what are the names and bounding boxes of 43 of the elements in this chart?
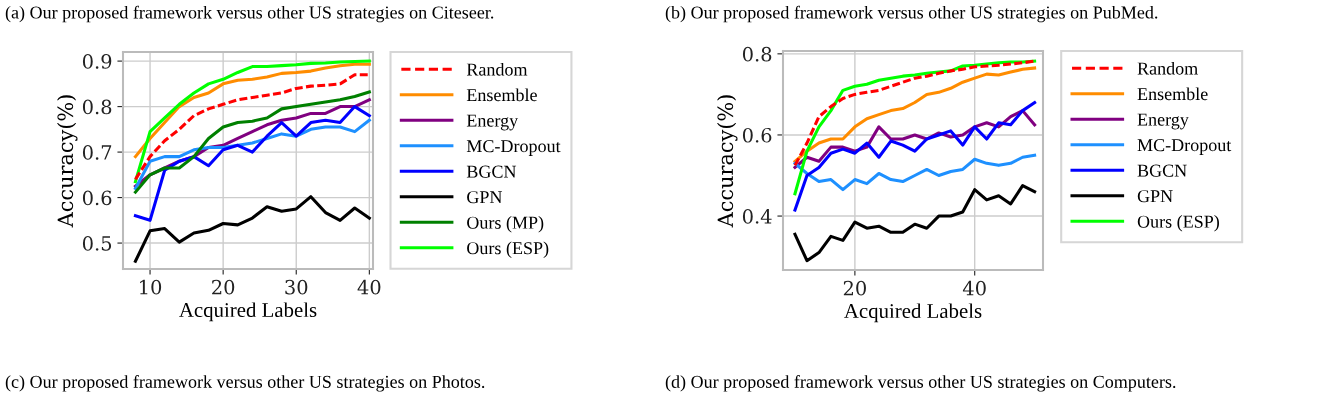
- legend-label: Ensemble: [1137, 87, 1208, 101]
- legend-label: Ensemble: [466, 88, 537, 102]
- x-tick-label: 30: [285, 279, 308, 295]
- y-tick-label: 0.9: [82, 54, 112, 69]
- y-tick-label: 0.6: [742, 127, 772, 143]
- x-axis-title: Acquired Labels: [179, 302, 317, 322]
- text: (d) Our proposed framework versus other US strategies on Computers.: [665, 375, 1176, 392]
- x-tick-label: 10: [140, 279, 162, 295]
- line-series: [133, 195, 371, 263]
- x-axis-title: Acquired Labels: [844, 303, 982, 323]
- legend-label: MC-Dropout: [466, 140, 561, 156]
- legend-label: Energy: [466, 114, 519, 131]
- legend-label: GPN: [1137, 190, 1173, 203]
- legend-label: MC-Dropout: [1137, 139, 1232, 155]
- legend-label: BGCN: [1137, 164, 1187, 177]
- legend-label: Energy: [1137, 113, 1189, 130]
- chart-title: (a) Our proposed framework versus other US strategies on Citeseer.: [5, 5, 494, 23]
- y-tick-label: 0.7: [82, 145, 112, 160]
- y-tick-label: 0.5: [82, 236, 112, 251]
- line-series: [133, 105, 371, 222]
- legend-label: Ours (MP): [467, 216, 544, 233]
- y-axis-title: Accuracy(%): [717, 95, 738, 228]
- y-tick-label: 0.8: [742, 46, 772, 62]
- chart-title: (b) Our proposed framework versus other US strategies on PubMed.: [665, 5, 1158, 23]
- line-series: [133, 62, 371, 159]
- y-axis-title: Accuracy(%): [57, 95, 78, 228]
- y-tick-label: 0.4: [742, 209, 772, 224]
- legend-label: Ours (ESP): [1137, 215, 1219, 232]
- y-tick-label: 0.8: [82, 99, 112, 115]
- line-series: [793, 153, 1037, 192]
- y-tick-label: 0.6: [82, 190, 112, 206]
- x-tick-label: 40: [357, 279, 381, 295]
- text: (c) Our proposed framework versus other US strategies on Photos.: [5, 375, 485, 392]
- legend-label: Random: [1137, 61, 1198, 75]
- legend-label: GPN: [467, 191, 503, 204]
- legend-label: Ours (ESP): [467, 241, 549, 258]
- legend-label: Random: [466, 62, 528, 76]
- legend-label: BGCN: [466, 165, 517, 178]
- line-series: [793, 100, 1037, 212]
- x-tick-label: 20: [212, 279, 235, 295]
- x-tick-label: 20: [843, 280, 866, 296]
- x-tick-label: 40: [962, 280, 986, 296]
- line-series: [793, 184, 1037, 263]
